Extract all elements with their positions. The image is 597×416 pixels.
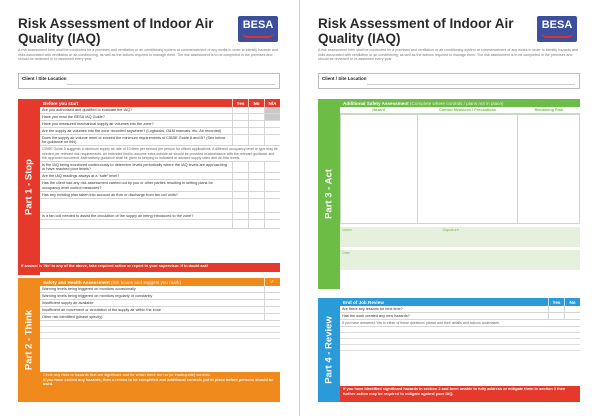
hazard-table-area[interactable] [340, 114, 580, 224]
besa-logo: BESA [537, 16, 577, 42]
part2-think-section: Part 2 - Think Safety and Health Assessm… [18, 278, 280, 402]
part2-header: Safety and Health Assessment (tick boxes… [40, 278, 280, 286]
client-site-location-field[interactable]: Client / Site Location [318, 73, 580, 89]
intro-text: A risk assessment form shall be conducte… [18, 48, 278, 62]
part3-column-headers: Hazard Control Measures / Precautions Re… [340, 107, 580, 114]
part4-review-section: Part 4 - Review End of Job Review Yes No… [318, 298, 580, 402]
risk-item[interactable]: Warning levels being triggered on monito… [40, 293, 280, 300]
client-site-location-field[interactable]: Client / Site Location [18, 73, 280, 89]
risk-item[interactable]: Other risk identified (please specify) [40, 314, 280, 321]
risk-item[interactable]: Warning levels being triggered on monito… [40, 286, 280, 293]
part4-header: End of Job Review Yes No [340, 298, 580, 306]
question-row[interactable]: Has the client had any risk assessment c… [40, 180, 280, 192]
question-row[interactable]: Are the supply air volumes into the zone… [40, 128, 280, 135]
question-row[interactable]: Have you measured mechanical supply air … [40, 121, 280, 128]
question-row[interactable]: Is a fan coil needed to assist the circu… [40, 212, 280, 220]
logo-swoosh-icon [541, 32, 573, 38]
question-row[interactable]: Is the IAQ being monitored continuously … [40, 162, 280, 174]
date-field[interactable]: Date [342, 251, 351, 255]
review-question-row[interactable]: Has the work created any new hazards? [340, 313, 580, 320]
logo-swoosh-icon [242, 32, 274, 38]
question-row[interactable] [40, 219, 280, 229]
question-row[interactable] [40, 198, 280, 213]
logo-text: BESA [541, 19, 573, 31]
part4-footer: If you have identified significant hazar… [340, 386, 580, 402]
part1-tab: Part 1 - Stop [18, 99, 40, 275]
question-row[interactable]: Are you authorised and qualified to eval… [40, 107, 280, 114]
besa-logo: BESA [238, 16, 278, 42]
review-note: If you have answered Yes to either of th… [340, 320, 580, 328]
guidance-note: CIBSE Guide A suggests a minimum supply … [40, 146, 280, 163]
signoff-row: Name Signature [340, 227, 580, 247]
page-title: Risk Assessment of Indoor Air Quality (I… [18, 16, 214, 46]
risk-item[interactable]: Insufficient air movement or circulation… [40, 307, 280, 314]
right-page: Risk Assessment of Indoor Air Quality (I… [299, 0, 597, 416]
part3-header: Additional Safety Assessment (Complete w… [340, 99, 580, 107]
left-page: Risk Assessment of Indoor Air Quality (I… [0, 0, 298, 416]
question-row[interactable]: Have you read the BESA IAQ Guide? [40, 114, 280, 121]
date-row: Date [340, 250, 580, 270]
part2-footer: Circle any risks or hazards that are sig… [40, 372, 280, 402]
risk-item[interactable]: Insufficient supply air available [40, 300, 280, 307]
intro-text: A risk assessment form shall be conducte… [318, 48, 578, 62]
part2-tab: Part 2 - Think [18, 278, 40, 402]
part3-tab: Part 3 - Act [318, 99, 340, 289]
page-title: Risk Assessment of Indoor Air Quality (I… [318, 16, 514, 46]
part3-act-section: Part 3 - Act Additional Safety Assessmen… [318, 99, 580, 289]
question-row[interactable]: Has any existing plan taken into account… [40, 191, 280, 199]
part1-stop-section: Part 1 - Stop Before you start Yes No N/… [18, 99, 280, 275]
signature-field[interactable]: Signature [442, 228, 459, 232]
logo-text: BESA [242, 19, 274, 31]
question-row[interactable]: Are the IAQ readings always at a “safe” … [40, 173, 280, 181]
part1-header: Before you start Yes No N/A [40, 99, 280, 107]
part4-tab: Part 4 - Review [318, 298, 340, 402]
question-row[interactable]: Does the supply air volume meet or excee… [40, 135, 280, 147]
part1-footer: If answer is ‘No’ to any of the above, t… [18, 263, 280, 272]
name-field[interactable]: Name [342, 228, 353, 232]
review-question-row[interactable]: Are there any lessons for next time? [340, 306, 580, 313]
